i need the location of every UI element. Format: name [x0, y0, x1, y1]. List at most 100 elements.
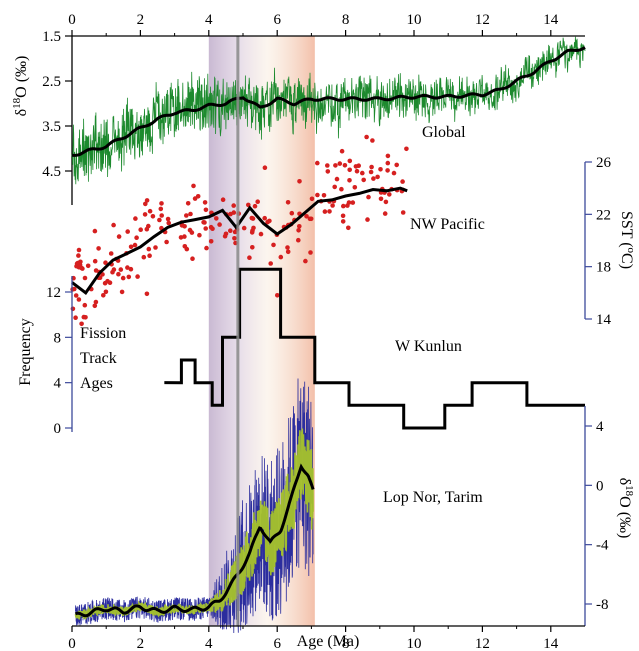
sst-data-point: [400, 179, 405, 184]
sst-data-point: [190, 256, 195, 262]
top-x-tick-label: 12: [475, 12, 490, 28]
annotation-fission: Fission: [80, 325, 126, 342]
sst-data-point: [365, 217, 370, 222]
global-y-tick-label: 3.5: [42, 119, 61, 135]
sst-data-point: [125, 265, 130, 270]
sst-data-point: [346, 225, 351, 231]
sst-data-point: [214, 216, 219, 221]
sst-ylabel-rest: C): [618, 253, 635, 269]
sst-data-point: [157, 217, 162, 223]
sst-running-mean-line: [71, 186, 408, 295]
sst-data-point: [189, 230, 195, 235]
sst-data-point: [247, 255, 252, 260]
sst-data-point: [360, 170, 365, 176]
sst-data-point: [378, 196, 384, 202]
sst-y-tick-label: 26: [596, 155, 612, 171]
sst-data-point: [252, 203, 258, 209]
sst-data-point: [83, 315, 88, 320]
sst-data-point: [339, 148, 345, 154]
sst-data-point: [128, 244, 134, 250]
sst-data-point: [382, 211, 388, 216]
global-ylabel-sup: 18: [11, 97, 23, 109]
sst-data-point: [378, 167, 383, 172]
sst-data-point: [142, 212, 148, 217]
shared-x-axes: 0 0 2 2 4 4 6 6 8 8 10 10 12 12 14 14: [68, 12, 585, 651]
sst-data-point: [352, 185, 358, 190]
sst-data-point: [108, 251, 114, 256]
sst-data-point: [76, 297, 82, 302]
sst-data-point: [201, 220, 206, 225]
top-x-tick-label: 2: [137, 12, 145, 28]
sst-data-point: [118, 267, 124, 272]
sst-data-point: [345, 203, 350, 208]
sst-data-point: [134, 235, 139, 240]
sst-data-point: [303, 258, 308, 264]
sst-data-point: [220, 197, 226, 202]
sst-data-point: [296, 228, 301, 233]
bottom-x-tick-label: 0: [68, 636, 76, 651]
sst-data-point: [92, 258, 98, 264]
sst-data-point: [307, 216, 313, 222]
frequency-y-tick-label: 0: [54, 421, 62, 437]
sst-data-point: [185, 201, 191, 206]
global-running-mean-line: [71, 46, 586, 157]
sst-ylabel-deg: o: [625, 248, 637, 254]
sst-data-point: [70, 306, 76, 312]
sst-data-point: [341, 203, 346, 209]
sst-data-point: [119, 289, 125, 295]
sst-data-point: [309, 196, 315, 202]
global-y-tick-label: 4.5: [42, 164, 61, 180]
sst-data-point: [147, 208, 153, 214]
bottom-x-tick-label: 6: [273, 636, 281, 651]
bottom-x-tick-label: 14: [543, 636, 559, 651]
sst-data-point: [340, 219, 346, 224]
lop-ylabel-delta: δ: [616, 478, 633, 486]
sst-data-point: [383, 199, 389, 205]
sst-data-point: [147, 253, 152, 258]
bottom-x-tick-label: 10: [407, 636, 422, 651]
sst-data-point: [296, 237, 301, 243]
sst-data-point: [158, 206, 164, 212]
sst-data-point: [188, 211, 193, 217]
sst-data-point: [391, 170, 397, 176]
lop-nor-panel: 4 0 -4 -8: [74, 378, 609, 634]
global-y-axis-label: δ18O (‰): [11, 56, 30, 117]
sst-data-point: [150, 214, 156, 219]
sst-data-point: [232, 236, 237, 241]
sst-data-point: [73, 293, 79, 298]
sst-data-point: [85, 263, 91, 269]
sst-data-point: [144, 198, 150, 203]
annotation-w-kunlun: W Kunlun: [395, 338, 462, 355]
sst-data-point: [369, 164, 374, 170]
sst-data-point: [262, 215, 268, 221]
sst-data-point: [353, 164, 359, 169]
sst-data-point: [132, 242, 138, 248]
lop-nor-running-mean-line: [74, 463, 315, 618]
bottom-x-tick-label: 8: [342, 636, 350, 651]
sst-data-point: [368, 169, 374, 175]
sst-data-point: [153, 245, 158, 250]
bottom-x-tick-label: 4: [205, 636, 213, 651]
sst-data-point: [111, 267, 117, 272]
sst-data-point: [268, 261, 274, 266]
sst-data-point: [262, 165, 268, 170]
sst-data-point: [92, 303, 98, 309]
lop-nor-y-tick-label: -4: [596, 538, 609, 554]
sst-data-point: [204, 245, 209, 251]
sst-data-point: [375, 174, 380, 180]
sst-data-point: [297, 224, 302, 229]
sst-data-point: [250, 245, 255, 250]
sst-data-point: [327, 209, 332, 214]
sst-data-point: [182, 224, 187, 229]
sst-data-point: [330, 203, 335, 208]
sst-data-point: [208, 224, 214, 230]
sst-data-point: [366, 194, 371, 200]
sst-data-point: [191, 183, 196, 189]
lop-nor-y-tick-label: 4: [596, 419, 604, 435]
sst-data-point: [231, 203, 236, 208]
sst-data-point: [208, 239, 214, 244]
sst-data-point: [144, 291, 150, 297]
top-x-tick-label: 4: [205, 12, 213, 28]
top-x-tick-label: 10: [407, 12, 422, 28]
sst-data-point: [101, 293, 106, 298]
